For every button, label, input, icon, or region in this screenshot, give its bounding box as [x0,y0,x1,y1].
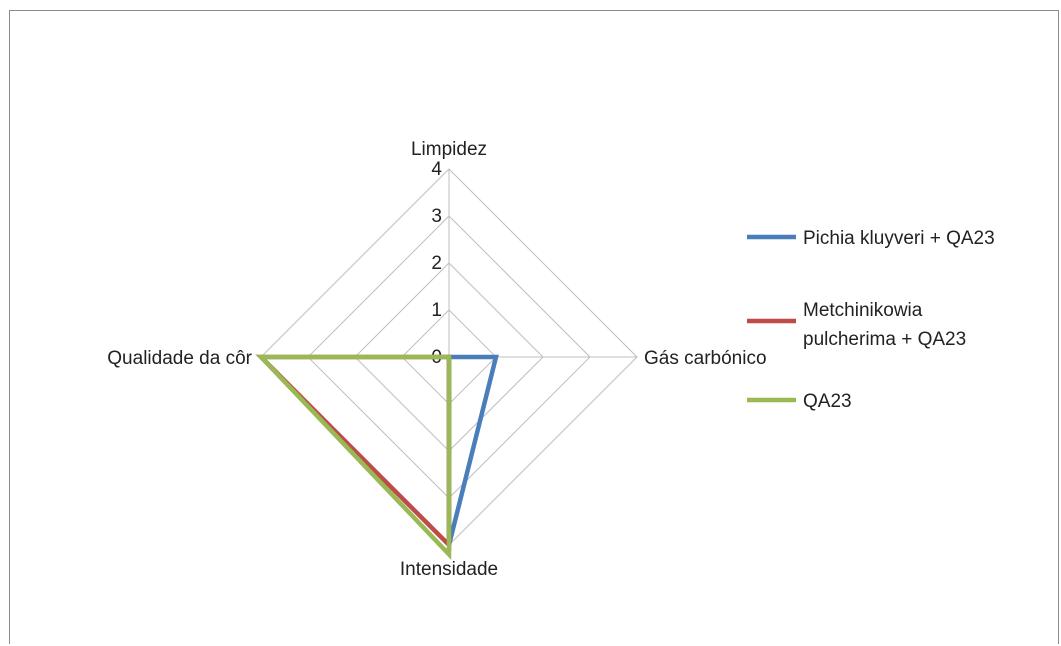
series-line [255,354,452,561]
tick-label: 2 [431,253,442,274]
tick-label: 1 [431,300,442,321]
legend-label: QA23 [803,391,852,412]
series-line [446,354,499,546]
legend: Pichia kluyveri + QA23 Metchinikowia pulch… [747,228,995,412]
legend-label: Metchinikowia pulcherima + QA23 [803,300,966,350]
tick-label: 4 [431,159,442,180]
data-series [255,354,499,561]
category-labels: Limpidez Gás carbónico Intensidade Qualidad… [107,139,766,580]
category-label: Limpidez [411,139,487,160]
legend-label: Pichia kluyveri + QA23 [803,228,995,249]
category-label: Gás carbónico [644,348,767,369]
chart-frame [9,10,1059,644]
category-label: Intensidade [400,559,498,580]
category-label: Qualidade da côr [107,348,252,369]
tick-label: 3 [431,206,442,227]
